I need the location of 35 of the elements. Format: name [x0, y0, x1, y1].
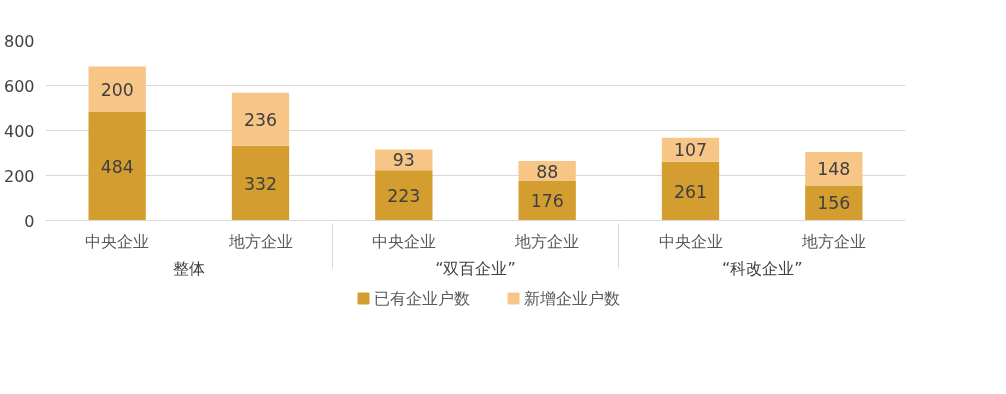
y-tick-label: 800	[3, 31, 35, 51]
legend-label: 新增企业户数	[523, 289, 620, 308]
data-label: 176	[530, 191, 564, 212]
y-tick-label: 0	[24, 211, 35, 231]
data-label: 148	[817, 159, 851, 180]
x-tick-label: 中央企业	[85, 231, 150, 251]
text: “科改企业”	[721, 258, 803, 278]
data-label: 332	[243, 173, 278, 194]
data-label: 156	[817, 193, 851, 214]
bar	[231, 92, 290, 146]
data-label: 236	[243, 109, 278, 130]
bar	[231, 145, 290, 221]
x-tick-label: 中央企业	[658, 231, 723, 251]
data-label: 261	[673, 181, 708, 202]
text: “双百企业”	[435, 258, 516, 278]
legend-label: 已有企业户数	[373, 289, 470, 308]
x-tick-label: 地方企业	[227, 231, 293, 251]
y-tick-label: 200	[3, 166, 35, 186]
x-tick-label: 中央企业	[371, 231, 436, 251]
y-tick-label: 400	[3, 121, 35, 141]
text: 整体	[172, 258, 205, 278]
data-label: 93	[392, 150, 415, 171]
x-tick-label: 地方企业	[514, 231, 580, 251]
bar	[88, 111, 146, 221]
data-label: 484	[100, 156, 134, 177]
y-tick-label: 600	[3, 76, 35, 96]
bar	[805, 185, 863, 221]
data-label: 200	[100, 79, 134, 100]
data-label: 223	[387, 185, 421, 206]
bar	[661, 161, 720, 221]
data-label: 107	[673, 140, 708, 161]
x-tick-label: 地方企业	[800, 231, 866, 251]
bar	[375, 170, 433, 221]
data-label: 88	[536, 161, 559, 182]
bar	[88, 66, 146, 112]
